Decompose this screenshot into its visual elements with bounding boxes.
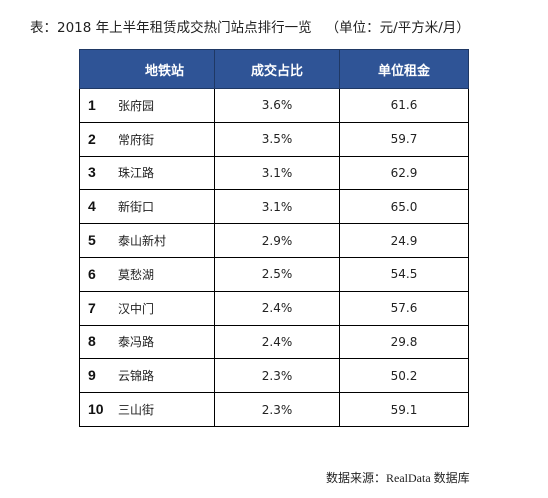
share-cell: 3.6% — [214, 88, 340, 123]
station-name: 莫愁湖 — [118, 267, 155, 282]
station-cell: 5 泰山新村 — [79, 223, 215, 258]
rank-number: 8 — [88, 333, 96, 350]
table-body: 1 张府园 3.6% 61.6 2 常府街 3.5% 59.7 3 珠江路 3.1% 62.9 4 新街口… — [79, 88, 469, 427]
station-cell: 7 汉中门 — [79, 290, 215, 326]
station-cell: 9 云锦路 — [79, 358, 215, 394]
table-row: 3 珠江路 3.1% 62.9 — [79, 155, 469, 191]
rank-number: 2 — [88, 130, 96, 147]
table-row: 10 三山街 2.3% 59.1 — [79, 392, 469, 427]
station-cell: 6 莫愁湖 — [79, 256, 215, 292]
table-row: 1 张府园 3.6% 61.6 — [79, 88, 469, 123]
rank-number: 1 — [88, 96, 96, 113]
rank-number: 10 — [88, 401, 104, 418]
unit-note: （单位：元/平方米/月） — [325, 20, 470, 36]
share-cell: 2.3% — [214, 358, 340, 394]
share-cell: 3.1% — [214, 155, 340, 191]
station-cell: 3 珠江路 — [79, 155, 215, 191]
share-cell: 2.4% — [214, 324, 340, 360]
share-cell: 2.5% — [214, 256, 340, 292]
table-title: 表：2018 年上半年租赁成交热门站点排行一览 （单位：元/平方米/月） — [30, 16, 530, 36]
ranking-table: 地铁站 成交占比 单位租金 1 张府园 3.6% 61.6 2 常府街 3.5% 59.7 3 珠… — [79, 49, 469, 427]
table-title-text: 表：2018 年上半年租赁成交热门站点排行一览 — [30, 20, 312, 36]
rank-number: 6 — [88, 265, 96, 282]
rank-number: 5 — [88, 232, 96, 249]
station-name: 云锦路 — [118, 369, 155, 384]
station-name: 新街口 — [118, 200, 155, 215]
rent-cell: 62.9 — [339, 155, 469, 191]
rent-cell: 29.8 — [339, 324, 469, 360]
rank-number: 4 — [88, 198, 96, 215]
rank-number: 9 — [88, 367, 96, 384]
station-cell: 4 新街口 — [79, 189, 215, 225]
rent-cell: 50.2 — [339, 358, 469, 394]
station-cell: 8 泰冯路 — [79, 324, 215, 360]
data-source-note: 数据来源：RealData 数据库 — [326, 471, 470, 485]
rent-cell: 24.9 — [339, 223, 469, 258]
station-name: 三山街 — [118, 403, 155, 418]
station-name: 张府园 — [118, 98, 155, 113]
column-header-station: 地铁站 — [79, 49, 215, 89]
table-row: 7 汉中门 2.4% 57.6 — [79, 290, 469, 326]
rent-cell: 59.7 — [339, 121, 469, 157]
share-cell: 3.1% — [214, 189, 340, 225]
station-name: 泰山新村 — [118, 234, 167, 249]
share-cell: 2.9% — [214, 223, 340, 258]
share-cell: 2.3% — [214, 392, 340, 427]
rank-number: 7 — [88, 299, 96, 316]
table-row: 8 泰冯路 2.4% 29.8 — [79, 324, 469, 360]
rent-cell: 54.5 — [339, 256, 469, 292]
share-cell: 3.5% — [214, 121, 340, 157]
station-name: 泰冯路 — [118, 335, 155, 350]
share-cell: 2.4% — [214, 290, 340, 326]
table-row: 2 常府街 3.5% 59.7 — [79, 121, 469, 157]
station-name: 汉中门 — [118, 301, 155, 316]
table-row: 9 云锦路 2.3% 50.2 — [79, 358, 469, 394]
table-row: 5 泰山新村 2.9% 24.9 — [79, 223, 469, 258]
table-header-row: 地铁站 成交占比 单位租金 — [79, 49, 469, 89]
table-row: 4 新街口 3.1% 65.0 — [79, 189, 469, 225]
station-name: 常府街 — [118, 132, 155, 147]
table-row: 6 莫愁湖 2.5% 54.5 — [79, 256, 469, 292]
rent-cell: 57.6 — [339, 290, 469, 326]
station-cell: 1 张府园 — [79, 88, 215, 123]
rank-number: 3 — [88, 164, 96, 181]
rent-cell: 65.0 — [339, 189, 469, 225]
column-header-share: 成交占比 — [214, 49, 340, 89]
rent-cell: 61.6 — [339, 88, 469, 123]
station-cell: 2 常府街 — [79, 121, 215, 157]
rent-cell: 59.1 — [339, 392, 469, 427]
station-name: 珠江路 — [118, 166, 155, 181]
column-header-rent: 单位租金 — [339, 49, 469, 89]
station-cell: 10 三山街 — [79, 392, 215, 427]
